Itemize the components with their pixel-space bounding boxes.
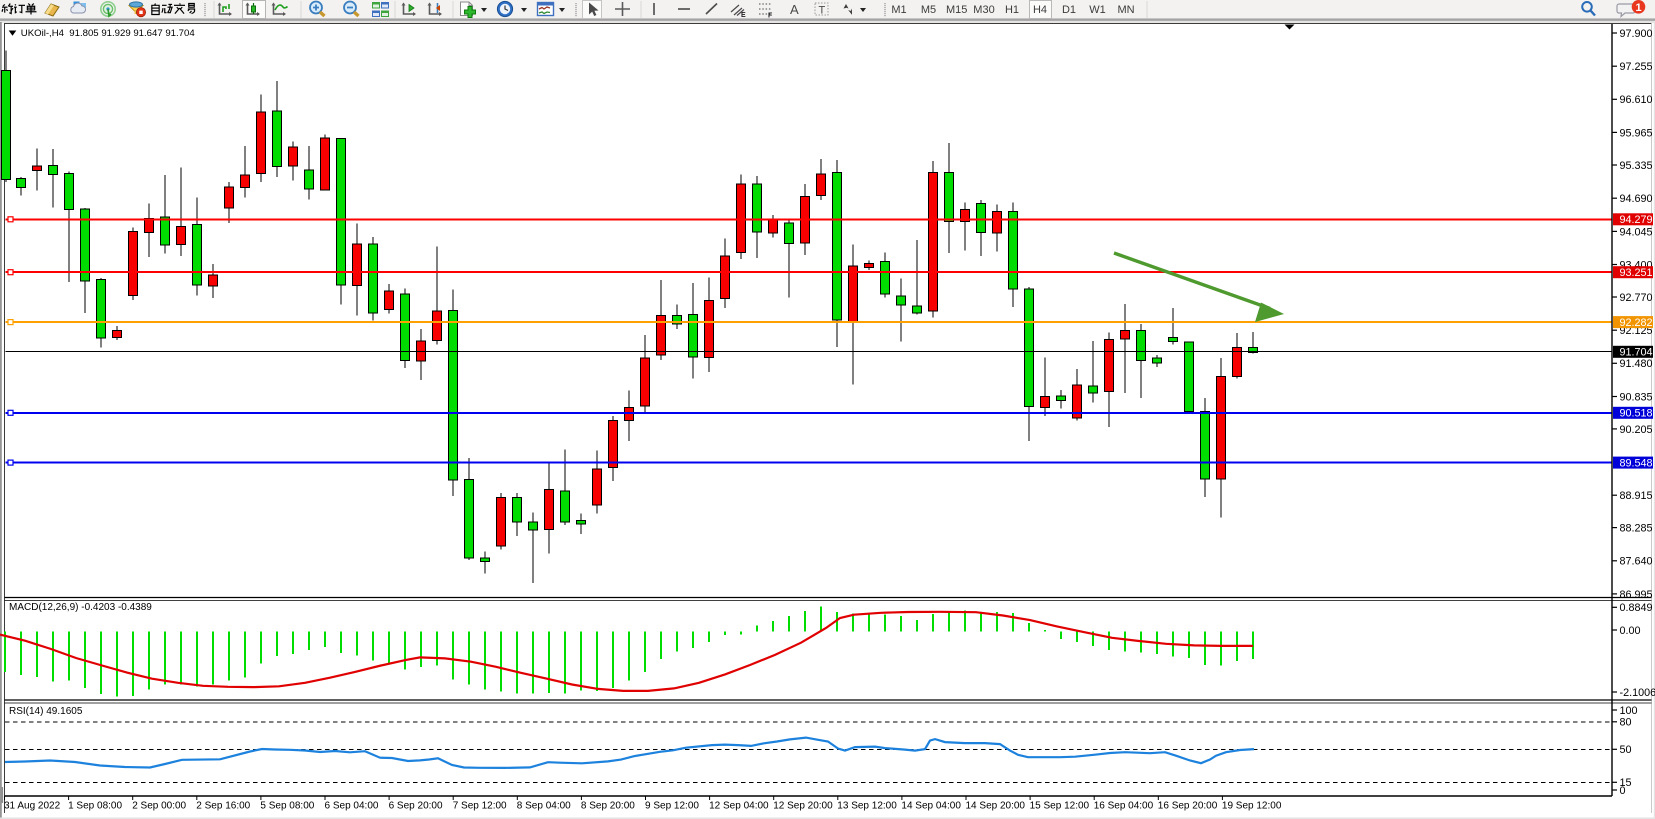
svg-text:14 Sep 20:00: 14 Sep 20:00 <box>966 801 1026 812</box>
svg-text:95.965: 95.965 <box>1620 127 1653 139</box>
svg-text:6 Sep 04:00: 6 Sep 04:00 <box>325 801 379 812</box>
svg-text:92.770: 92.770 <box>1620 292 1653 304</box>
svg-text:16 Sep 20:00: 16 Sep 20:00 <box>1158 801 1218 812</box>
svg-text:0.00: 0.00 <box>1620 625 1641 637</box>
svg-text:0.8849: 0.8849 <box>1620 602 1653 614</box>
svg-text:100: 100 <box>1620 705 1638 717</box>
svg-text:A: A <box>790 2 799 17</box>
svg-text:8 Sep 04:00: 8 Sep 04:00 <box>517 801 571 812</box>
svg-text:88.285: 88.285 <box>1620 523 1653 535</box>
svg-text:T: T <box>819 5 826 17</box>
svg-text:96.610: 96.610 <box>1620 94 1653 106</box>
svg-text:M5: M5 <box>921 4 936 16</box>
svg-text:H4: H4 <box>1033 4 1047 16</box>
svg-text:UKOil-,H4 91.805 91.929 91.64: UKOil-,H4 91.805 91.929 91.647 91.704 <box>21 28 196 39</box>
svg-text:6 Sep 20:00: 6 Sep 20:00 <box>389 801 443 812</box>
svg-text:86.995: 86.995 <box>1620 589 1653 601</box>
svg-text:12 Sep 04:00: 12 Sep 04:00 <box>709 801 769 812</box>
svg-text:92.282: 92.282 <box>1620 317 1653 329</box>
svg-text:91.480: 91.480 <box>1620 358 1653 370</box>
svg-text:94.690: 94.690 <box>1620 193 1653 205</box>
svg-text:9 Sep 12:00: 9 Sep 12:00 <box>645 801 699 812</box>
svg-text:F: F <box>768 13 773 20</box>
svg-text:93.251: 93.251 <box>1620 267 1653 279</box>
svg-text:14 Sep 04:00: 14 Sep 04:00 <box>901 801 961 812</box>
svg-text:H1: H1 <box>1005 4 1019 16</box>
svg-text:M15: M15 <box>946 4 967 16</box>
svg-text:89.548: 89.548 <box>1620 458 1653 470</box>
svg-text:0: 0 <box>1620 785 1626 797</box>
svg-text:31 Aug 2022: 31 Aug 2022 <box>4 801 61 812</box>
svg-text:15: 15 <box>1620 777 1632 789</box>
svg-text:12 Sep 20:00: 12 Sep 20:00 <box>773 801 833 812</box>
svg-text:1 Sep 08:00: 1 Sep 08:00 <box>68 801 122 812</box>
svg-text:1: 1 <box>1635 2 1641 14</box>
svg-text:13 Sep 12:00: 13 Sep 12:00 <box>837 801 897 812</box>
svg-text:91.704: 91.704 <box>1620 347 1653 359</box>
svg-text:D1: D1 <box>1062 4 1076 16</box>
svg-text:MACD(12,26,9) -0.4203 -0.4389: MACD(12,26,9) -0.4203 -0.4389 <box>9 602 152 613</box>
svg-text:16 Sep 04:00: 16 Sep 04:00 <box>1094 801 1154 812</box>
svg-text:90.205: 90.205 <box>1620 424 1653 436</box>
svg-text:90.518: 90.518 <box>1620 408 1653 420</box>
svg-text:7 Sep 12:00: 7 Sep 12:00 <box>453 801 507 812</box>
svg-text:8 Sep 20:00: 8 Sep 20:00 <box>581 801 635 812</box>
svg-text:W1: W1 <box>1089 4 1106 16</box>
svg-text:5 Sep 08:00: 5 Sep 08:00 <box>260 801 314 812</box>
svg-text:MN: MN <box>1117 4 1134 16</box>
svg-text:2 Sep 16:00: 2 Sep 16:00 <box>196 801 250 812</box>
svg-text:19 Sep 12:00: 19 Sep 12:00 <box>1222 801 1282 812</box>
svg-text:88.915: 88.915 <box>1620 490 1653 502</box>
svg-text:2 Sep 00:00: 2 Sep 00:00 <box>132 801 186 812</box>
svg-text:97.255: 97.255 <box>1620 61 1653 73</box>
svg-text:RSI(14) 49.1605: RSI(14) 49.1605 <box>9 706 83 717</box>
svg-text:94.045: 94.045 <box>1620 226 1653 238</box>
svg-text:E: E <box>741 12 746 19</box>
svg-text:90.835: 90.835 <box>1620 391 1653 403</box>
svg-text:M1: M1 <box>891 4 906 16</box>
svg-text:50: 50 <box>1620 744 1632 756</box>
svg-text:95.335: 95.335 <box>1620 160 1653 172</box>
svg-text:97.900: 97.900 <box>1620 28 1653 40</box>
svg-text:15 Sep 12:00: 15 Sep 12:00 <box>1030 801 1090 812</box>
svg-text:80: 80 <box>1620 717 1632 729</box>
svg-text:M30: M30 <box>973 4 994 16</box>
svg-text:87.640: 87.640 <box>1620 556 1653 568</box>
svg-text:-2.1006: -2.1006 <box>1620 687 1655 699</box>
svg-text:94.279: 94.279 <box>1620 214 1653 226</box>
